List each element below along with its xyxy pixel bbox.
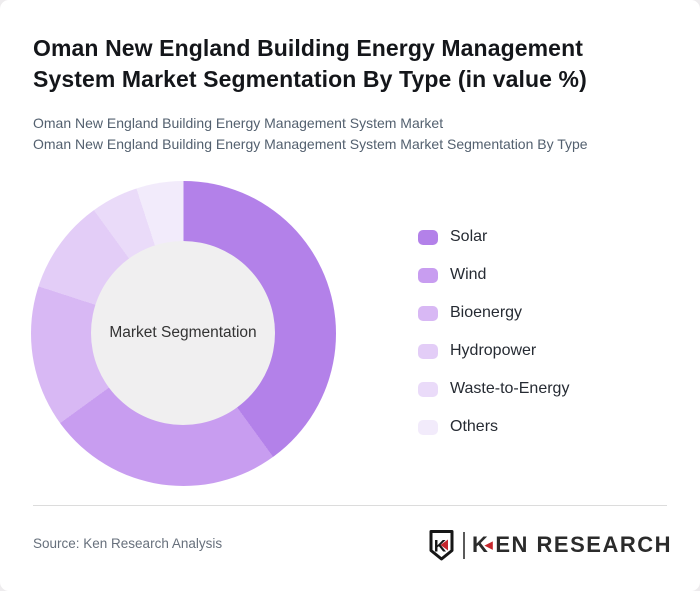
legend-item-waste-to-energy: Waste-to-Energy — [418, 380, 570, 397]
logo-wordmark: K ◀ EN RESEARCH — [472, 528, 672, 562]
legend-label: Wind — [450, 266, 487, 283]
donut-center-label: Market Segmentation — [109, 324, 257, 341]
legend-item-hydropower: Hydropower — [418, 342, 569, 359]
legend-swatch-solar — [418, 229, 438, 245]
footer-divider — [33, 505, 667, 506]
wordmark-rest: EN RESEARCH — [495, 532, 672, 557]
legend-label: Bioenergy — [450, 304, 523, 321]
chart-legend: Solar Wind Bioenergy Hydropower Waste-to… — [418, 228, 570, 435]
legend-swatch-wind — [418, 267, 438, 283]
title-line-2: System Market Segmentation By Type (in v… — [33, 66, 587, 92]
legend-item-wind: Wind — [418, 266, 569, 283]
legend-item-others: Others — [418, 418, 569, 435]
legend-label: Hydropower — [450, 342, 537, 359]
legend-swatch-hydropower — [418, 343, 438, 359]
shield-k-icon: K — [429, 529, 454, 560]
legend-swatch-bioenergy — [418, 305, 438, 321]
legend-label: Waste-to-Energy — [450, 380, 570, 397]
page-title: Oman New England Building Energy Managem… — [33, 33, 653, 95]
ken-research-logo: K K ◀ EN RESEARCH — [428, 528, 672, 562]
legend-swatch-waste-to-energy — [418, 381, 438, 397]
legend-item-bioenergy: Bioenergy — [418, 304, 569, 321]
title-line-1: Oman New England Building Energy Managem… — [33, 35, 583, 61]
subtitle-line-2: Oman New England Building Energy Managem… — [33, 136, 588, 152]
chart-subtitles: Oman New England Building Energy Managem… — [33, 113, 673, 155]
subtitle-line-1: Oman New England Building Energy Managem… — [33, 115, 444, 131]
legend-item-solar: Solar — [418, 228, 569, 245]
legend-label: Solar — [450, 228, 488, 245]
legend-swatch-others — [418, 419, 438, 435]
red-triangle-icon: ◀ — [484, 539, 495, 552]
legend-label: Others — [450, 418, 499, 435]
emblem-letter: K — [434, 536, 447, 555]
red-triangle-icon — [440, 539, 448, 550]
donut-center: Market Segmentation — [91, 241, 275, 425]
wordmark-k: K — [472, 532, 490, 557]
source-note: Source: Ken Research Analysis — [33, 536, 223, 551]
donut-chart: Market Segmentation — [31, 181, 336, 486]
logo-separator — [463, 531, 465, 559]
